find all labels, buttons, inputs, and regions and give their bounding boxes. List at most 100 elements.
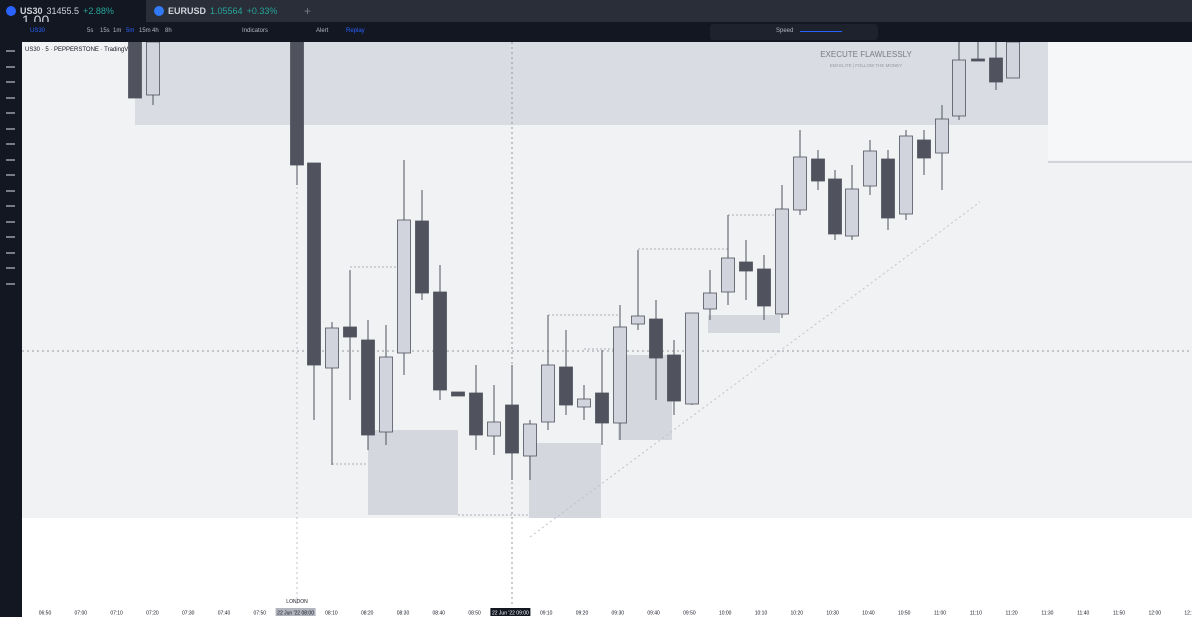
tab[interactable]: US30 31455.5 +2.88%: [0, 0, 146, 22]
tool-icon[interactable]: [6, 127, 15, 130]
time-label: 08:40: [433, 611, 446, 617]
zone: [708, 315, 780, 333]
candles: [128, 42, 1020, 480]
candle-body: [577, 398, 591, 408]
candle-body: [415, 220, 429, 294]
time-label: 22 Jun '22 09:00: [492, 611, 529, 617]
tool-icon[interactable]: [6, 189, 15, 192]
time-label: 11:20: [1006, 611, 1018, 617]
time-label: 07:50: [254, 611, 267, 617]
time-label: 07:20: [146, 611, 159, 617]
candle-body: [685, 312, 699, 405]
candle-body: [343, 326, 357, 338]
interval[interactable]: 8h: [165, 28, 172, 34]
interval[interactable]: 5s: [87, 28, 94, 34]
session-label: LONDON: [286, 599, 308, 605]
time-label: 06:50: [39, 611, 52, 617]
symbol-icon: [6, 6, 16, 16]
replay-panel: [710, 24, 878, 40]
tab-bar: US30 31455.5 +2.88% EURUSD 1.05564 +0.33…: [0, 0, 1192, 22]
tool-icon[interactable]: [6, 96, 15, 99]
time-label: 07:30: [182, 611, 195, 617]
interval[interactable]: 5m: [126, 28, 135, 34]
candle-body: [379, 356, 393, 433]
time-label: 09:30: [612, 611, 625, 617]
time-label: 10:00: [719, 611, 732, 617]
drawing-toolbar: [0, 42, 22, 617]
time-label: 10:20: [791, 611, 804, 617]
time-label: 11:50: [1113, 611, 1125, 617]
candle-body: [845, 188, 859, 237]
time-label: 09:10: [540, 611, 553, 617]
candle-body: [397, 219, 411, 354]
time-label: 12:10: [1184, 611, 1192, 617]
candle-body: [775, 208, 789, 315]
watermark-subtitle: EMI ELITE | FOLLOW THE MONEY: [830, 63, 902, 68]
time-highlight: [490, 608, 531, 616]
candle-body: [1006, 42, 1020, 79]
time-label: 11:30: [1041, 611, 1053, 617]
tool-icon[interactable]: [6, 174, 15, 176]
interval[interactable]: 15m: [139, 28, 151, 34]
interval[interactable]: 4h: [152, 28, 159, 34]
interval[interactable]: 1m: [113, 28, 122, 34]
trend-line: [529, 201, 981, 538]
tool-icon[interactable]: [6, 267, 15, 269]
candle-body: [523, 423, 537, 457]
speed-slider[interactable]: [800, 31, 842, 32]
chart: US30 · 5 · PEPPERSTONE · TradingView EXE…: [22, 42, 1192, 617]
speed-label: Speed: [776, 28, 794, 34]
tool-icon[interactable]: [6, 282, 15, 285]
tool-icon[interactable]: [6, 251, 15, 254]
zone: [135, 42, 1048, 125]
candle-body: [595, 392, 609, 424]
replay-button[interactable]: Replay: [346, 28, 365, 34]
time-label: 10:50: [898, 611, 911, 617]
tool-icon[interactable]: [6, 143, 15, 145]
time-label: 11:00: [934, 611, 946, 617]
candle-body: [952, 59, 966, 117]
candle-body: [631, 315, 645, 325]
candle-body: [828, 178, 842, 235]
tool-icon[interactable]: [6, 112, 15, 114]
candle-body: [451, 391, 465, 397]
toolbar-symbol[interactable]: US30: [30, 28, 46, 34]
candle-body: [361, 339, 375, 436]
candle-body: [307, 162, 321, 366]
zone: [529, 443, 601, 518]
indicators-button[interactable]: Indicators: [242, 28, 269, 34]
time-axis-labels: 06:50 07:00 07:10 07:20 07:30 07:40 07:50 22 Ju…: [39, 608, 1192, 617]
interval[interactable]: 15s: [100, 28, 110, 34]
tool-icon[interactable]: [6, 220, 15, 223]
candle-body: [703, 292, 717, 310]
tool-icon[interactable]: [6, 205, 15, 207]
tab-symbol: US30: [20, 6, 43, 16]
time-label: 09:40: [647, 611, 660, 617]
alert-button[interactable]: Alert: [316, 28, 329, 34]
tool-icon[interactable]: [6, 236, 15, 238]
time-label: 11:10: [970, 611, 982, 617]
tool-icon[interactable]: [6, 81, 15, 83]
candle-body: [649, 318, 663, 359]
candle-body: [613, 326, 627, 424]
tab-change: +2.88%: [83, 6, 114, 16]
chart-legend: US30 · 5 · PEPPERSTONE · TradingView: [25, 47, 138, 53]
tool-icon[interactable]: [6, 50, 15, 52]
time-label: 10:30: [826, 611, 839, 617]
tool-icon[interactable]: [6, 65, 15, 68]
time-label: 22 Jun '22 08:00: [277, 611, 314, 617]
time-label: 10:40: [862, 611, 875, 617]
zone: [368, 430, 458, 515]
time-label: 09:20: [576, 611, 589, 617]
candle-body: [290, 42, 304, 166]
candle-body: [793, 156, 807, 211]
new-tab[interactable]: +: [304, 4, 312, 18]
zone: [1048, 42, 1192, 160]
tool-icon[interactable]: [6, 158, 15, 161]
candle-body: [433, 291, 447, 391]
symbol-icon: [154, 6, 164, 16]
time-label: 09:50: [683, 611, 696, 617]
candle-body: [989, 57, 1003, 83]
tab[interactable]: EURUSD 1.05564 +0.33%: [148, 0, 294, 22]
candle-body: [469, 392, 483, 436]
